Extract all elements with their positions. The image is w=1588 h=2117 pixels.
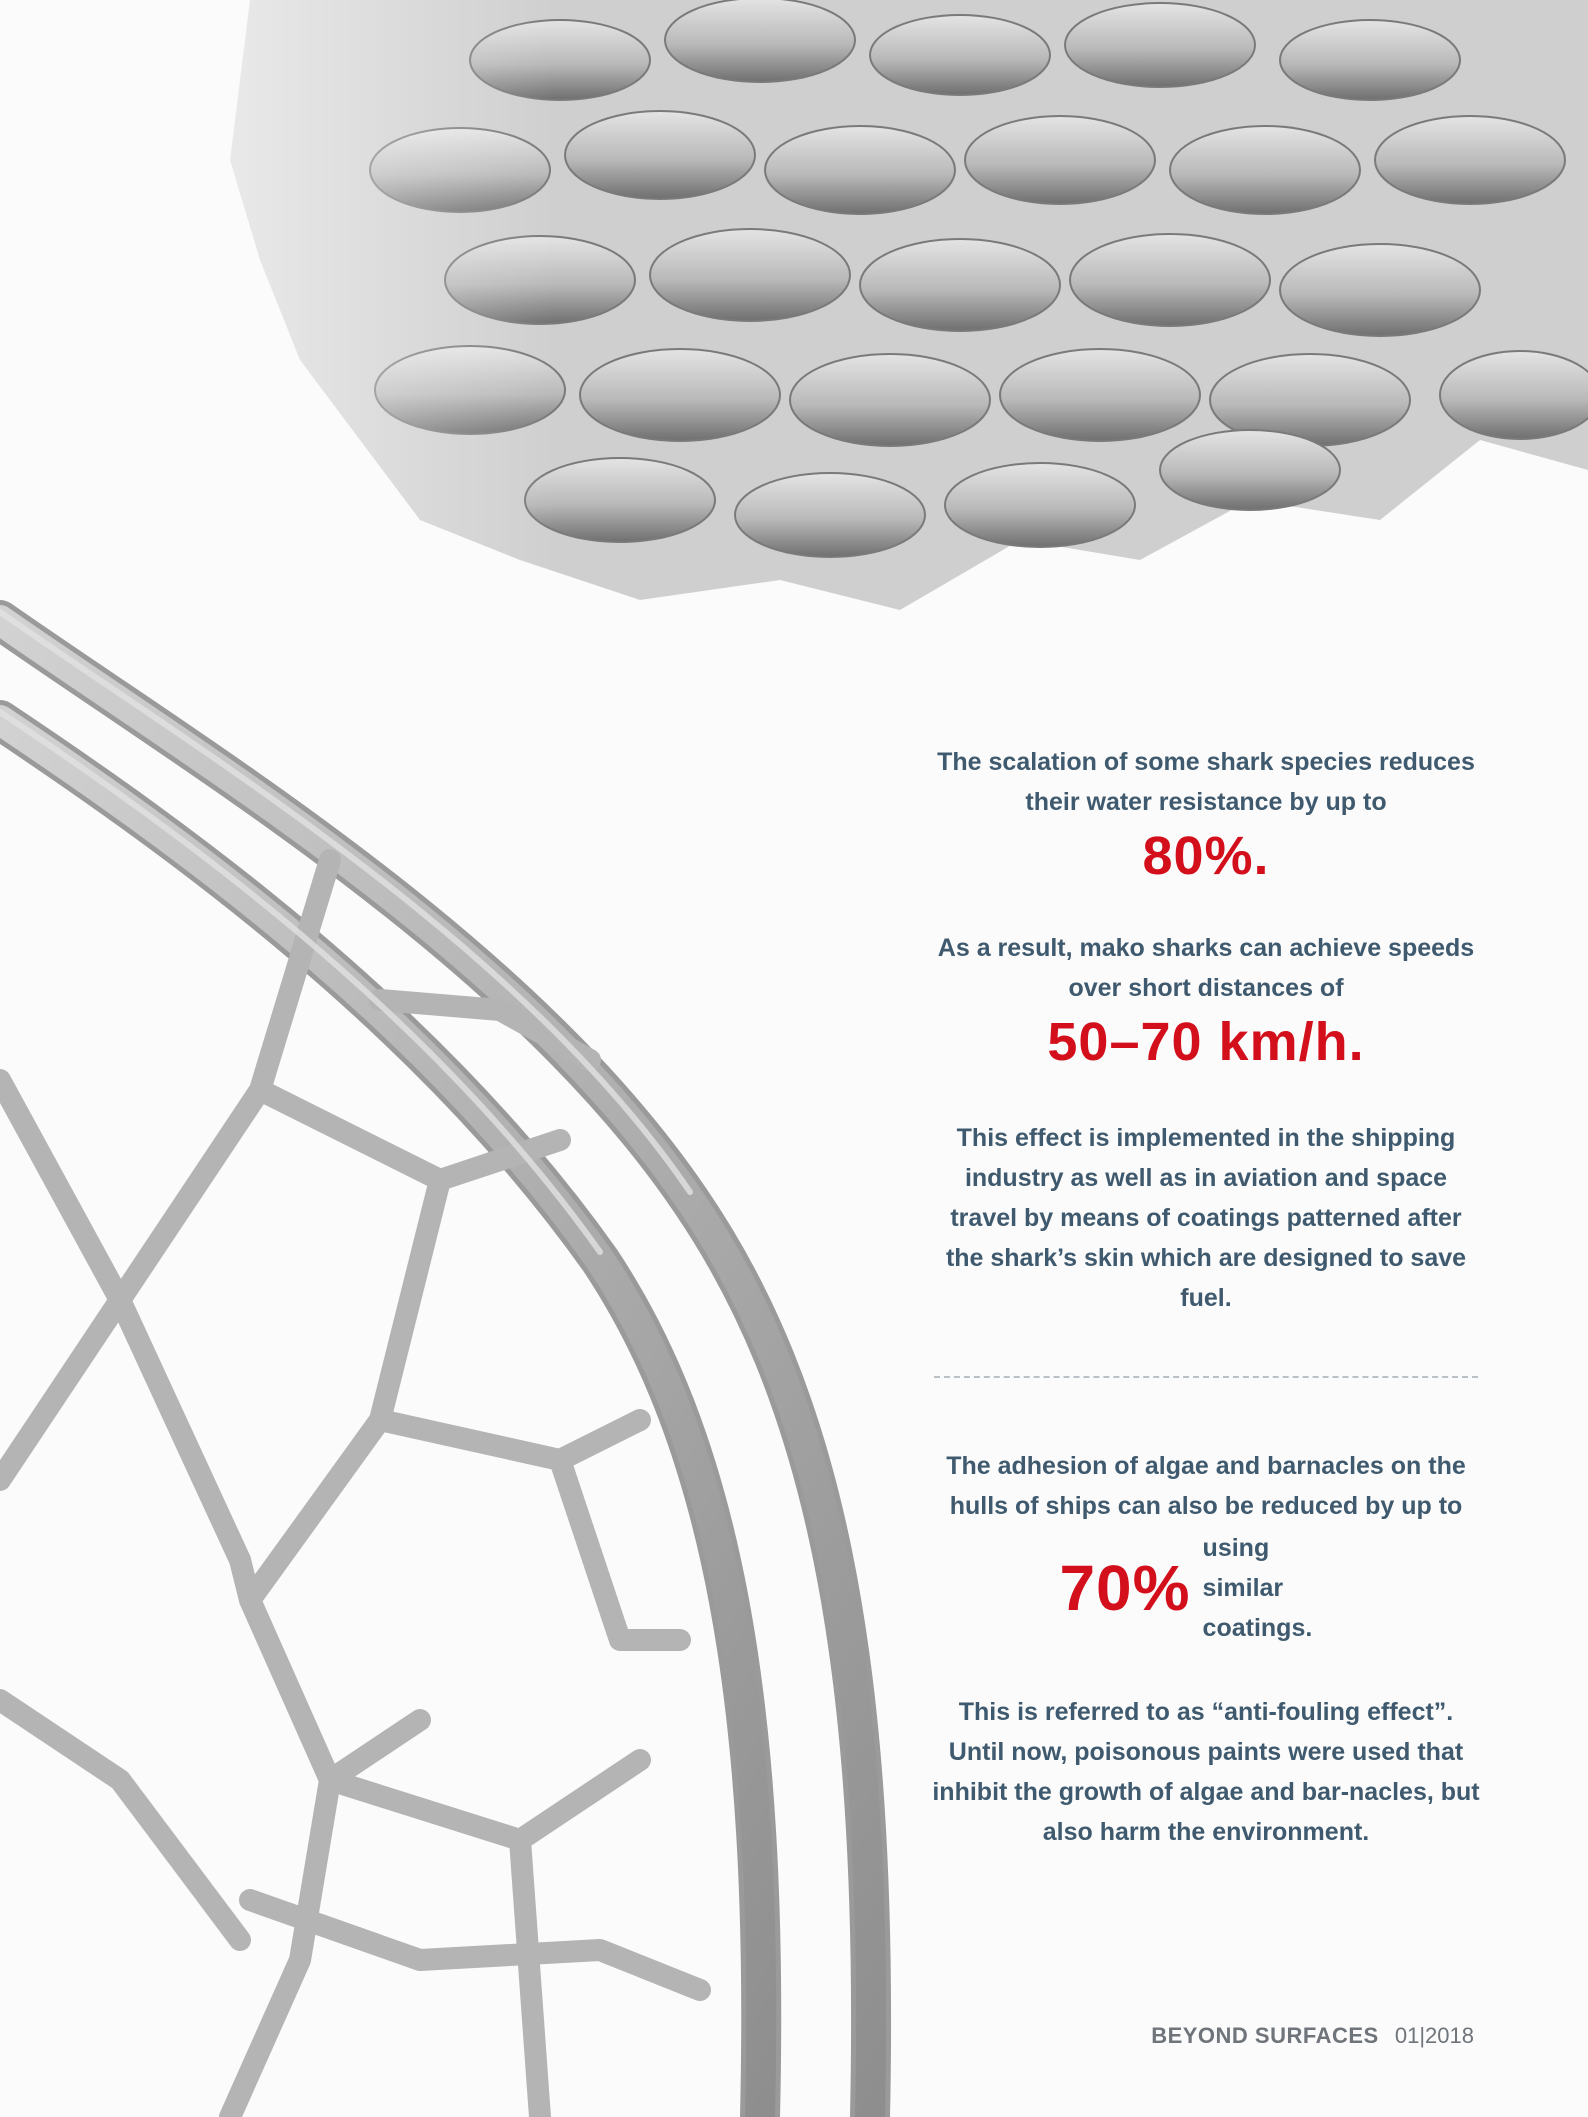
article-text: The scalation of some shark species redu… <box>930 742 1482 1852</box>
stat-adhesion-suffix: using similar coatings. <box>1202 1534 1313 1642</box>
paragraph-drag-reduction: The scalation of some shark species redu… <box>937 748 1475 816</box>
paragraph-adhesion: The adhesion of algae and barnacles on t… <box>946 1452 1466 1520</box>
footer-issue: 01|2018 <box>1394 2023 1474 2048</box>
stat-adhesion-row: 70% using similar coatings. <box>930 1528 1482 1648</box>
page-footer: BEYOND SURFACES 01|2018 <box>1151 2023 1474 2049</box>
stat-water-resistance: 80%. <box>1142 826 1270 886</box>
stat-speed: 50–70 km/h. <box>1047 1012 1365 1072</box>
dashed-divider <box>934 1376 1478 1378</box>
stat-adhesion: 70% <box>1059 1552 1191 1624</box>
paragraph-industry-use: This effect is implemented in the shippi… <box>945 1124 1467 1312</box>
footer-brand: BEYOND SURFACES <box>1151 2023 1379 2048</box>
paragraph-mako-speed: As a result, mako sharks can achieve spe… <box>937 934 1475 1002</box>
lattice-structure <box>0 600 892 2117</box>
paragraph-anti-fouling: This is referred to as “anti-fouling eff… <box>932 1698 1480 1846</box>
shark-skin-scales <box>0 0 1588 620</box>
